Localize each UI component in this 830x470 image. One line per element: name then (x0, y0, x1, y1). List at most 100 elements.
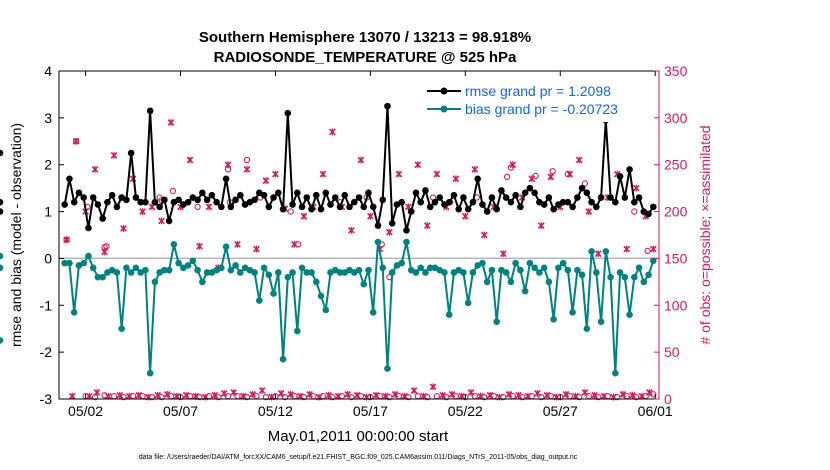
rmse-point (360, 203, 368, 211)
rmse-point (403, 227, 410, 234)
rmse-point (218, 203, 225, 211)
bias-point (293, 327, 301, 335)
x-tick-label: 05/02 (68, 403, 103, 419)
bias-point (564, 266, 572, 274)
obs-assimilated-marker (638, 392, 646, 400)
x-axis-label: May.01,2011 00:00:00 start (268, 428, 449, 445)
bias-point (640, 278, 648, 286)
obs-assimilated-marker (186, 156, 194, 164)
rmse-series-line (63, 105, 655, 232)
rmse-point (341, 191, 349, 199)
rmse-point (474, 175, 481, 183)
bias-point (66, 259, 73, 267)
rmse-point (113, 203, 121, 211)
bias-point (127, 269, 135, 276)
rmse-point (431, 198, 439, 206)
bias-point (89, 264, 97, 272)
obs-assimilated-marker (515, 391, 522, 399)
obs-assimilated-marker (205, 203, 213, 211)
obs-assimilated-marker (110, 151, 118, 159)
rmse-point (208, 191, 216, 199)
obs-assimilated-marker (135, 391, 143, 399)
obs-assimilated-marker (499, 250, 507, 258)
rmse-point (260, 191, 268, 199)
y-tick-label: -3 (40, 391, 53, 407)
obs-possible-marker (532, 172, 539, 180)
obs-possible-marker (295, 241, 302, 248)
obs-assimilated-marker (414, 161, 422, 169)
rmse-point (289, 201, 296, 208)
rmse-point (517, 203, 524, 211)
bias-point (388, 269, 396, 276)
rmse-point (232, 196, 239, 204)
bias-point (559, 259, 567, 267)
bias-point (650, 257, 657, 265)
bias-point (479, 259, 486, 267)
obs-assimilated-marker (395, 170, 403, 178)
obs-assimilated-marker (623, 245, 631, 253)
rmse-point (574, 194, 581, 201)
obs-possible-marker (433, 393, 440, 400)
obs-assimilated-marker (344, 390, 351, 398)
rmse-point (161, 196, 168, 204)
obs-assimilated-marker (372, 391, 380, 399)
bias-point (469, 269, 477, 276)
bias-point (607, 273, 614, 281)
bias-point (588, 248, 595, 255)
obs-assimilated-marker (272, 170, 279, 178)
rmse-point (635, 194, 643, 201)
obs-assimilated-marker (496, 393, 503, 401)
rmse-point (483, 208, 491, 215)
obs-assimilated-marker (629, 391, 636, 399)
bias-point (403, 238, 410, 246)
rmse-point (455, 205, 462, 213)
obs-assimilated-marker (423, 222, 431, 230)
rmse-point (607, 194, 614, 201)
obs-assimilated-marker (553, 393, 560, 401)
legend-rmse-marker (440, 87, 448, 95)
rmse-point (66, 175, 73, 183)
obs-assimilated-marker (334, 392, 342, 400)
x-tick-label: 05/27 (543, 403, 578, 419)
rmse-point (227, 203, 235, 211)
rmse-point (512, 191, 519, 199)
bias-point (422, 269, 429, 276)
obs-possible-marker (169, 187, 177, 195)
bias-point (574, 266, 581, 274)
obs-possible-marker (148, 393, 156, 401)
bias-point (312, 278, 320, 286)
bias-point (189, 257, 197, 265)
bias-point (227, 266, 235, 274)
obs-assimilated-marker (471, 166, 479, 173)
bias-point (507, 278, 515, 286)
bias-point (218, 264, 225, 272)
bias-point (260, 264, 268, 272)
rmse-point (331, 194, 339, 201)
obs-assimilated-marker (158, 217, 165, 225)
obs-possible-marker (614, 393, 621, 401)
bias-point (621, 273, 629, 281)
obs-assimilated-marker (524, 392, 532, 400)
chart-title: Southern Hemisphere 13070 / 13213 = 98.9… (199, 29, 531, 46)
bias-point (626, 311, 633, 318)
obs-possible-marker (581, 180, 589, 187)
rmse-point (493, 205, 500, 213)
bias-point (298, 264, 306, 272)
rmse-point (89, 194, 97, 201)
obs-assimilated-marker (243, 166, 251, 173)
bias-point (203, 269, 211, 276)
bias-point (317, 292, 325, 300)
rmse-point (94, 201, 102, 208)
legend-rmse-label: rmse grand pr = 1.2098 (465, 83, 611, 99)
rmse-point (645, 210, 652, 218)
rmse-point (194, 196, 201, 204)
rmse-point (559, 198, 567, 206)
obs-assimilated-marker (196, 242, 203, 250)
bias-point (275, 269, 282, 276)
bias-point (512, 259, 519, 267)
obs-assimilated-marker (139, 208, 146, 215)
bias-point (99, 273, 106, 281)
obs-assimilated-marker (173, 392, 181, 400)
bias-point (270, 290, 277, 297)
bias-point (303, 269, 311, 276)
